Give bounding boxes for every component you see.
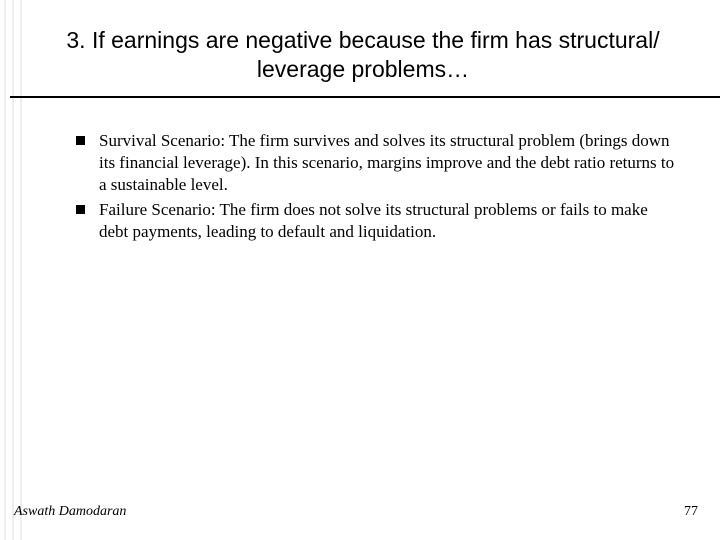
left-accent-bars	[0, 0, 24, 540]
accent-bar	[4, 0, 6, 540]
bullet-item: Survival Scenario: The firm survives and…	[76, 130, 680, 195]
body-content: Survival Scenario: The firm survives and…	[76, 130, 680, 247]
square-bullet-icon	[76, 205, 85, 214]
slide-title: 3. If earnings are negative because the …	[46, 26, 680, 84]
title-underline	[10, 96, 720, 98]
slide: 3. If earnings are negative because the …	[0, 0, 720, 540]
bullet-text: Failure Scenario: The firm does not solv…	[99, 199, 680, 243]
accent-bar	[12, 0, 14, 540]
bullet-item: Failure Scenario: The firm does not solv…	[76, 199, 680, 243]
footer-author: Aswath Damodaran	[14, 504, 126, 520]
bullet-text: Survival Scenario: The firm survives and…	[99, 130, 680, 195]
square-bullet-icon	[76, 136, 85, 145]
footer-page-number: 77	[684, 504, 698, 520]
accent-bar	[20, 0, 22, 540]
